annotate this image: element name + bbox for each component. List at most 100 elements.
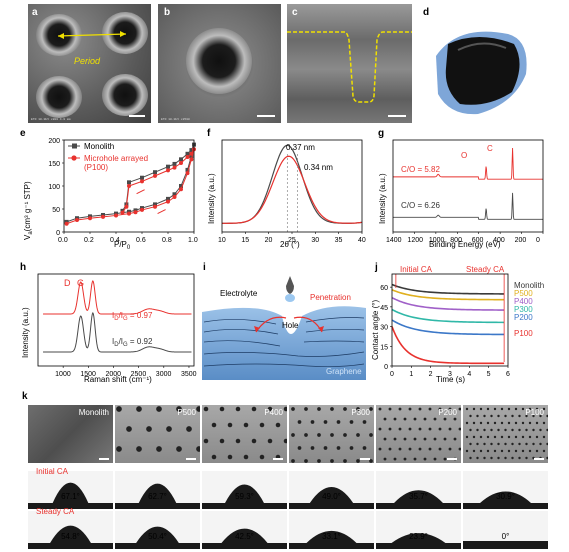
k-hole-array [378,407,461,461]
co-ratio-red: C/O = 5.82 [401,165,440,174]
microhole [283,438,287,444]
microhole [500,407,504,411]
data-point-e [133,210,138,215]
microhole [507,407,511,411]
series-label-j: P300 [514,305,533,314]
ratio-black: ID/IG = 0.92 [112,337,153,348]
droplet-shape [309,487,354,503]
microhole [438,407,442,411]
microhole [418,407,422,411]
data-point-e [189,148,194,153]
microhole [539,428,542,432]
k-contact-angle-value: 62.7° [148,492,167,501]
microhole [362,446,367,450]
microhole [369,407,373,411]
xlabel-j: Time (s) [436,375,465,384]
k-droplet-initial-5: 30.9° [463,471,548,509]
microhole [490,428,493,432]
sem-image-b: ETD 10.0kV x2500 [158,4,281,123]
droplet-shape [136,526,179,543]
substrate [28,503,113,509]
xtick-label-f: 35 [335,237,343,244]
microhole [433,457,437,461]
microhole [403,457,407,461]
scale-bar [360,458,370,460]
xtick-label-f: 40 [358,237,366,244]
microhole [497,456,500,460]
series-line-h-1 [43,311,192,353]
k-sem-1: P500 [115,405,200,463]
microhole [525,456,528,460]
microhole [507,449,511,453]
xtick-label-e: 1.0 [188,237,198,244]
k-sem-label: P400 [264,408,283,417]
microhole [546,442,548,446]
data-point-e [189,154,194,159]
microhole [330,459,334,463]
microhole [521,435,525,439]
substrate [202,503,287,509]
microhole [479,435,483,439]
xtick-label-g: 1200 [407,237,423,244]
microhole [528,421,532,425]
k-sem-label: Monolith [78,408,109,417]
k-droplet-steady-3: 33.1° [289,511,374,549]
k-sem-5: P100 [463,405,548,463]
microhole [304,459,308,463]
microhole [479,421,483,425]
k-droplet-initial-4: 35.7° [376,471,461,509]
microhole [539,442,542,446]
droplet-shape [391,533,446,543]
microhole [504,428,507,432]
microhole [393,417,397,421]
microhole [469,456,472,460]
microhole [472,407,476,411]
legend-p100-line1: Microhole arrayed [84,154,148,163]
data-point-e [179,157,183,162]
sem-info: ETD 10.0kV x2500 [161,118,190,121]
k-droplet-steady-5: 0° [463,511,548,549]
scale-bar [186,458,196,460]
chart-j: Initial CA Steady CA MonolithP500P400P30… [371,265,544,384]
peak-label-c: C [487,144,493,153]
microhole [362,420,367,424]
xtick-label-g: 0 [536,237,540,244]
microhole [126,426,132,432]
substrate [289,503,374,509]
electrolyte-label: Electrolyte [220,289,258,298]
microhole [116,446,122,452]
k-contact-angle-value: 42.5° [235,532,254,541]
xtick-label-j: 6 [506,371,510,378]
k-sem-3: P300 [289,405,374,463]
microhole [403,417,407,421]
k-sem-2: P400 [202,405,287,463]
droplet-icon [309,487,354,503]
droplet-icon [221,528,268,543]
data-point-e [179,161,183,165]
microhole [443,417,447,421]
data-point-e [64,221,69,226]
series-line-j-2 [391,296,505,311]
microhole [433,437,437,441]
panel-label-d: d [423,7,430,18]
microhole [469,428,472,432]
xtick-label-h: 3500 [181,371,197,378]
xtick-label-j: 1 [409,371,413,378]
scale-bar [447,458,457,460]
k-droplet-steady-1: 50.4° [115,511,200,549]
k-sem-4: P200 [376,405,461,463]
microhole [525,442,528,446]
k-contact-angle-value: 59.3° [235,492,254,501]
droplet-shape [52,482,89,503]
panel-label-c: c [292,7,298,18]
microhole [438,427,442,431]
xtick-label-f: 25 [288,237,296,244]
graphene-layers [202,306,366,380]
annotation-0-37nm: 0.37 nm [286,143,315,152]
microhole [511,456,514,460]
microhole [532,414,535,418]
k-contact-angle-value: 30.9° [496,492,515,501]
xlabel-f: 2θ (°) [280,240,300,249]
microhole [542,421,546,425]
series-label-j: P200 [514,313,533,322]
